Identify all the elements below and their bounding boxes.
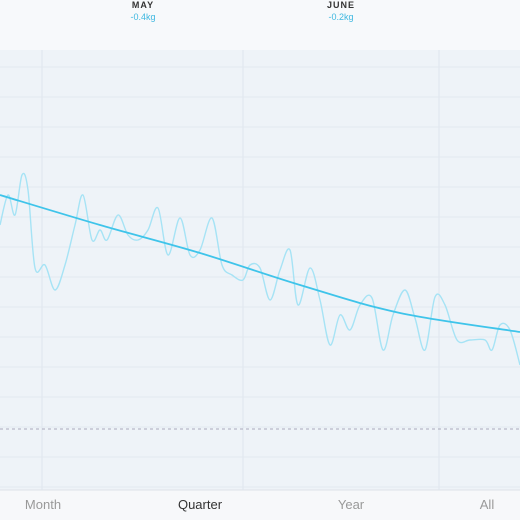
month-change: -0.2kg [328,12,353,22]
tab-selected[interactable]: Quarter [178,497,223,512]
header-bg [0,0,520,50]
plot-bg [0,50,520,490]
tab[interactable]: Month [25,497,61,512]
month-change: -0.4kg [130,12,155,22]
tab[interactable]: All [480,497,495,512]
trend-line [0,194,520,333]
month-name: JUNE [327,0,355,10]
month-name: MAY [132,0,154,10]
tab[interactable]: Year [338,497,365,512]
tab-bar [0,490,520,520]
weight-line [0,172,520,366]
